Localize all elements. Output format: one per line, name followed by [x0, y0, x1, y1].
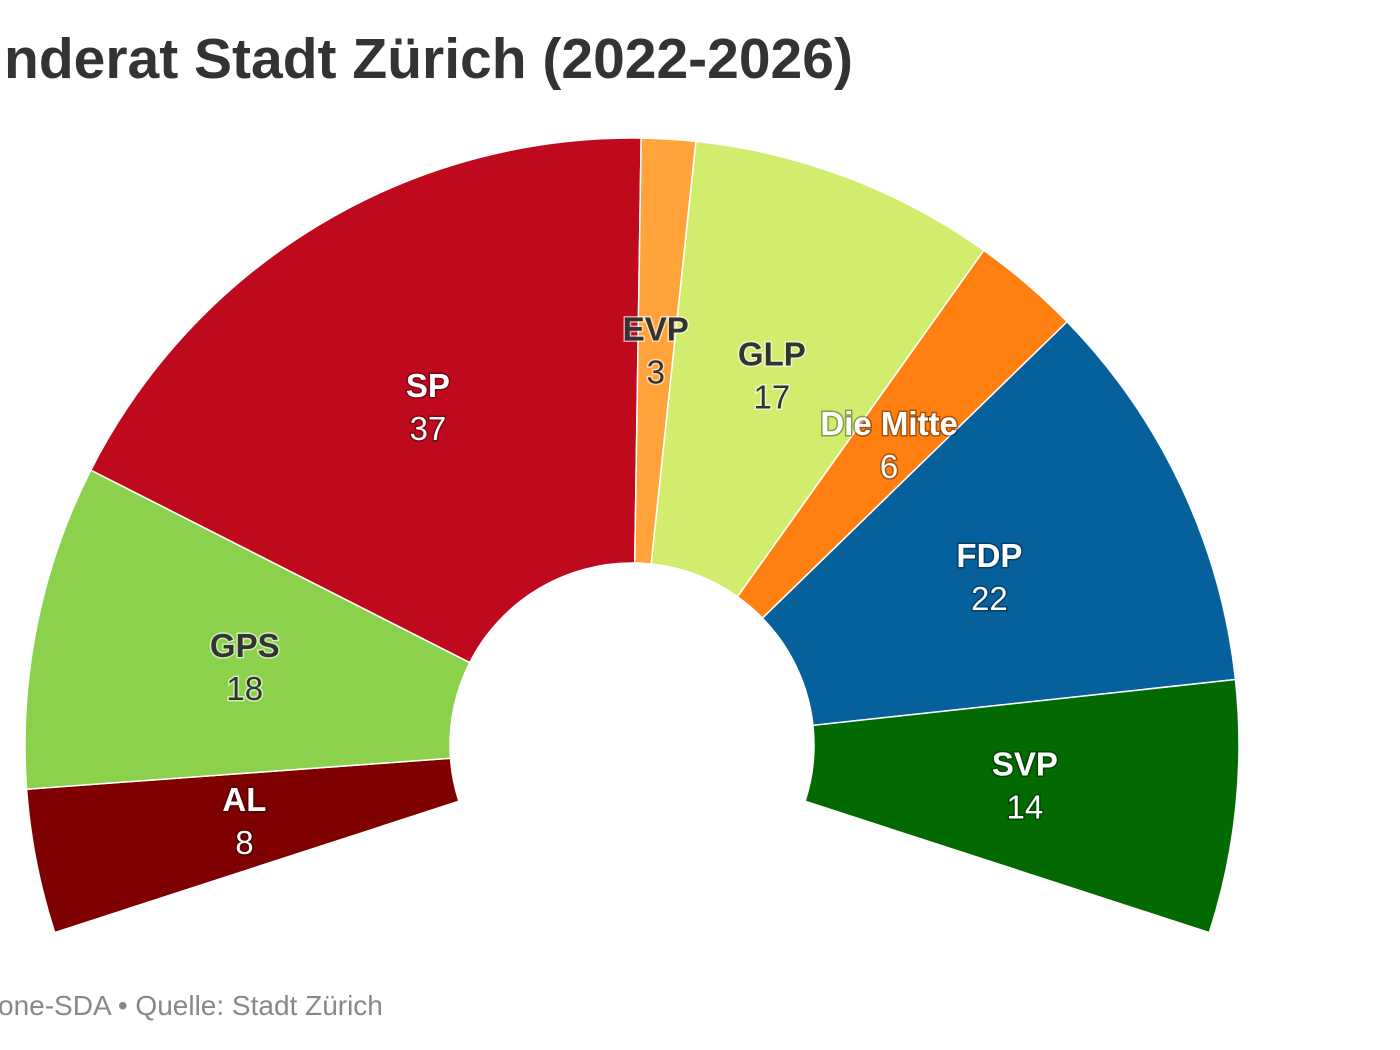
label-name: SP: [406, 367, 450, 404]
label-value: 37: [410, 410, 447, 447]
label-name: SVP: [992, 746, 1058, 783]
label-value: 18: [226, 670, 263, 707]
label-value: 8: [235, 824, 253, 861]
label-value: 14: [1007, 789, 1044, 826]
label-value: 17: [753, 379, 790, 416]
label-name: AL: [222, 781, 266, 818]
slice-glp: [650, 140, 985, 598]
label-name: EVP: [623, 311, 689, 348]
slice-sp: [89, 137, 642, 664]
label-name: GLP: [738, 336, 806, 373]
label-name: GPS: [210, 627, 280, 664]
slice-gps: [24, 469, 471, 791]
label-value: 3: [647, 354, 665, 391]
label-name: Die Mitte: [820, 405, 958, 442]
slice-fdp: [761, 320, 1237, 727]
source-note: one-SDA • Quelle: Stadt Zürich: [0, 990, 383, 1021]
label-value: 6: [880, 448, 898, 485]
label-name: FDP: [956, 537, 1022, 574]
label-value: 22: [971, 580, 1008, 617]
chart-title: nderat Stadt Zürich (2022-2026): [4, 27, 853, 91]
slice-svp: [804, 678, 1240, 934]
